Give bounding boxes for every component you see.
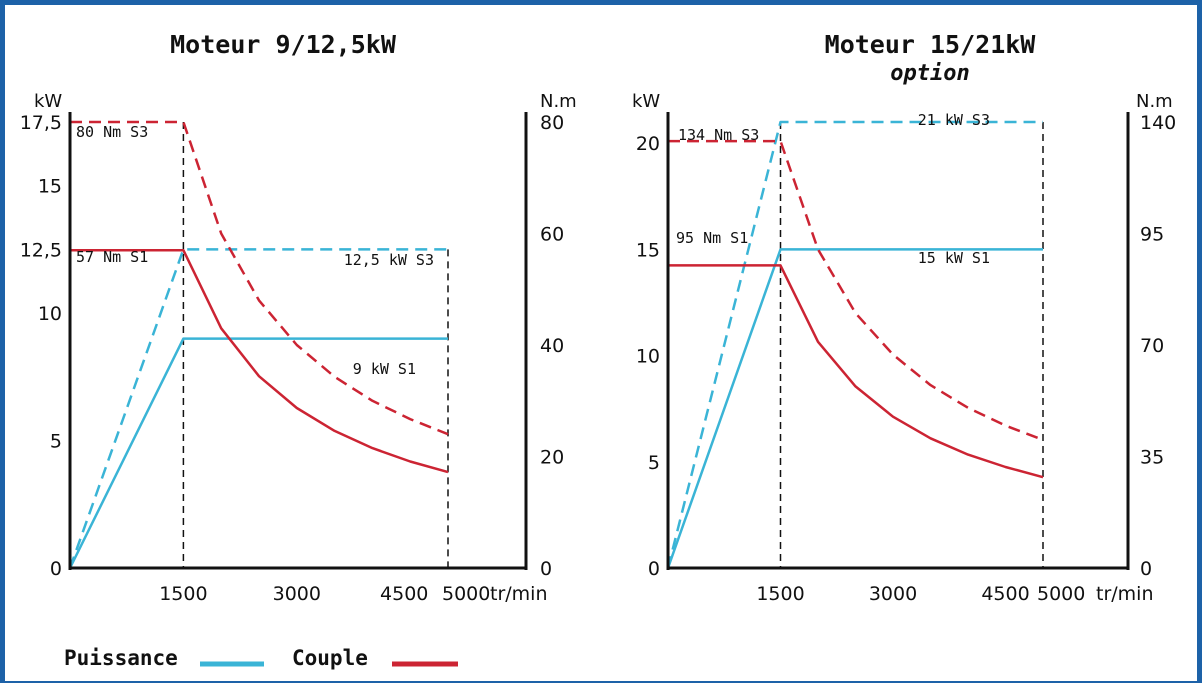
annotation-21-kw-s3: 21 kW S3 bbox=[918, 111, 990, 129]
y-left-tick-label: 0 bbox=[50, 558, 62, 580]
y-right-tick-label: 35 bbox=[1140, 447, 1164, 469]
axes bbox=[68, 112, 528, 570]
annotation-95-nm-s1: 95 Nm S1 bbox=[676, 229, 748, 247]
guide-lines bbox=[779, 122, 1044, 568]
y-left-axis-label: kW bbox=[632, 91, 660, 112]
y-left-tick-label: 15 bbox=[38, 176, 62, 198]
legend: Puissance Couple bbox=[64, 646, 458, 670]
tick-labels: 0 5 10 12,5 15 17,5 0 20 40 60 80 1500 3000 4500 5000 bbox=[20, 112, 565, 605]
y-right-axis-label: N.m bbox=[1136, 91, 1173, 112]
series-puissance-s3 bbox=[68, 248, 448, 569]
x-tick-label: 3000 bbox=[869, 583, 917, 605]
y-left-tick-label: 20 bbox=[636, 133, 660, 155]
y-left-tick-label: 17,5 bbox=[20, 112, 62, 134]
chart-moteur-15-21kw: Moteur 15/21kW option kW N.m tr/min 0 5 10… bbox=[632, 30, 1176, 605]
y-left-tick-label: 15 bbox=[636, 239, 660, 261]
y-right-tick-label: 0 bbox=[1140, 558, 1152, 580]
series-couple-s1 bbox=[668, 264, 1044, 479]
x-tick-label: 4500 bbox=[380, 583, 428, 605]
tick-labels: 0 5 10 15 20 0 35 70 95 140 1500 3000 4500 5000 bbox=[636, 112, 1176, 605]
series-couple-s3 bbox=[668, 139, 1044, 442]
y-right-tick-label: 20 bbox=[540, 447, 564, 469]
annotation-80-nm-s3: 80 Nm S3 bbox=[76, 123, 148, 141]
series-lines bbox=[68, 120, 449, 569]
x-axis-label: tr/min bbox=[1096, 583, 1154, 605]
chart-title: Moteur 9/12,5kW bbox=[170, 30, 397, 59]
x-tick-label: 3000 bbox=[273, 583, 321, 605]
x-axis-label: tr/min bbox=[490, 583, 548, 605]
series-puissance-s1 bbox=[666, 248, 1043, 569]
series-puissance-s3 bbox=[666, 120, 1043, 569]
legend-label-puissance: Puissance bbox=[64, 646, 178, 670]
legend-label-couple: Couple bbox=[292, 646, 368, 670]
annotation-12-5-kw-s3: 12,5 kW S3 bbox=[344, 251, 434, 269]
annotation-134-nm-s3: 134 Nm S3 bbox=[678, 126, 759, 144]
y-right-tick-label: 0 bbox=[540, 558, 552, 580]
annotation-15-kw-s1: 15 kW S1 bbox=[918, 249, 990, 267]
y-left-tick-label: 5 bbox=[50, 431, 62, 453]
series-lines bbox=[666, 120, 1044, 569]
series-puissance-s1 bbox=[68, 337, 448, 569]
series-couple-s3 bbox=[70, 120, 449, 436]
y-left-tick-label: 12,5 bbox=[20, 239, 62, 261]
x-tick-label: 4500 bbox=[981, 583, 1029, 605]
y-right-tick-label: 95 bbox=[1140, 224, 1164, 246]
y-left-tick-label: 10 bbox=[38, 303, 62, 325]
y-left-tick-label: 5 bbox=[648, 452, 660, 474]
x-tick-label: 5000 bbox=[1037, 583, 1085, 605]
annotation-9-kw-s1: 9 kW S1 bbox=[353, 360, 416, 378]
x-tick-label: 5000 bbox=[442, 583, 490, 605]
y-left-tick-label: 10 bbox=[636, 346, 660, 368]
y-right-tick-label: 40 bbox=[540, 335, 564, 357]
axes bbox=[666, 112, 1130, 570]
y-left-axis-label: kW bbox=[34, 91, 62, 112]
x-tick-label: 1500 bbox=[756, 583, 804, 605]
y-right-tick-label: 70 bbox=[1140, 335, 1164, 357]
y-right-tick-label: 80 bbox=[540, 112, 564, 134]
annotation-57-nm-s1: 57 Nm S1 bbox=[76, 248, 148, 266]
chart-subtitle: option bbox=[890, 61, 969, 86]
y-right-tick-label: 60 bbox=[540, 224, 564, 246]
guide-lines bbox=[182, 122, 449, 568]
y-right-tick-label: 140 bbox=[1140, 112, 1176, 134]
y-left-tick-label: 0 bbox=[648, 558, 660, 580]
series-couple-s1 bbox=[70, 248, 449, 474]
y-right-axis-label: N.m bbox=[540, 91, 577, 112]
chart-title: Moteur 15/21kW bbox=[825, 30, 1037, 59]
chart-moteur-9-12-5kw: Moteur 9/12,5kW kW N.m tr/min 0 5 10 12,5 15… bbox=[20, 30, 577, 605]
x-tick-label: 1500 bbox=[159, 583, 207, 605]
